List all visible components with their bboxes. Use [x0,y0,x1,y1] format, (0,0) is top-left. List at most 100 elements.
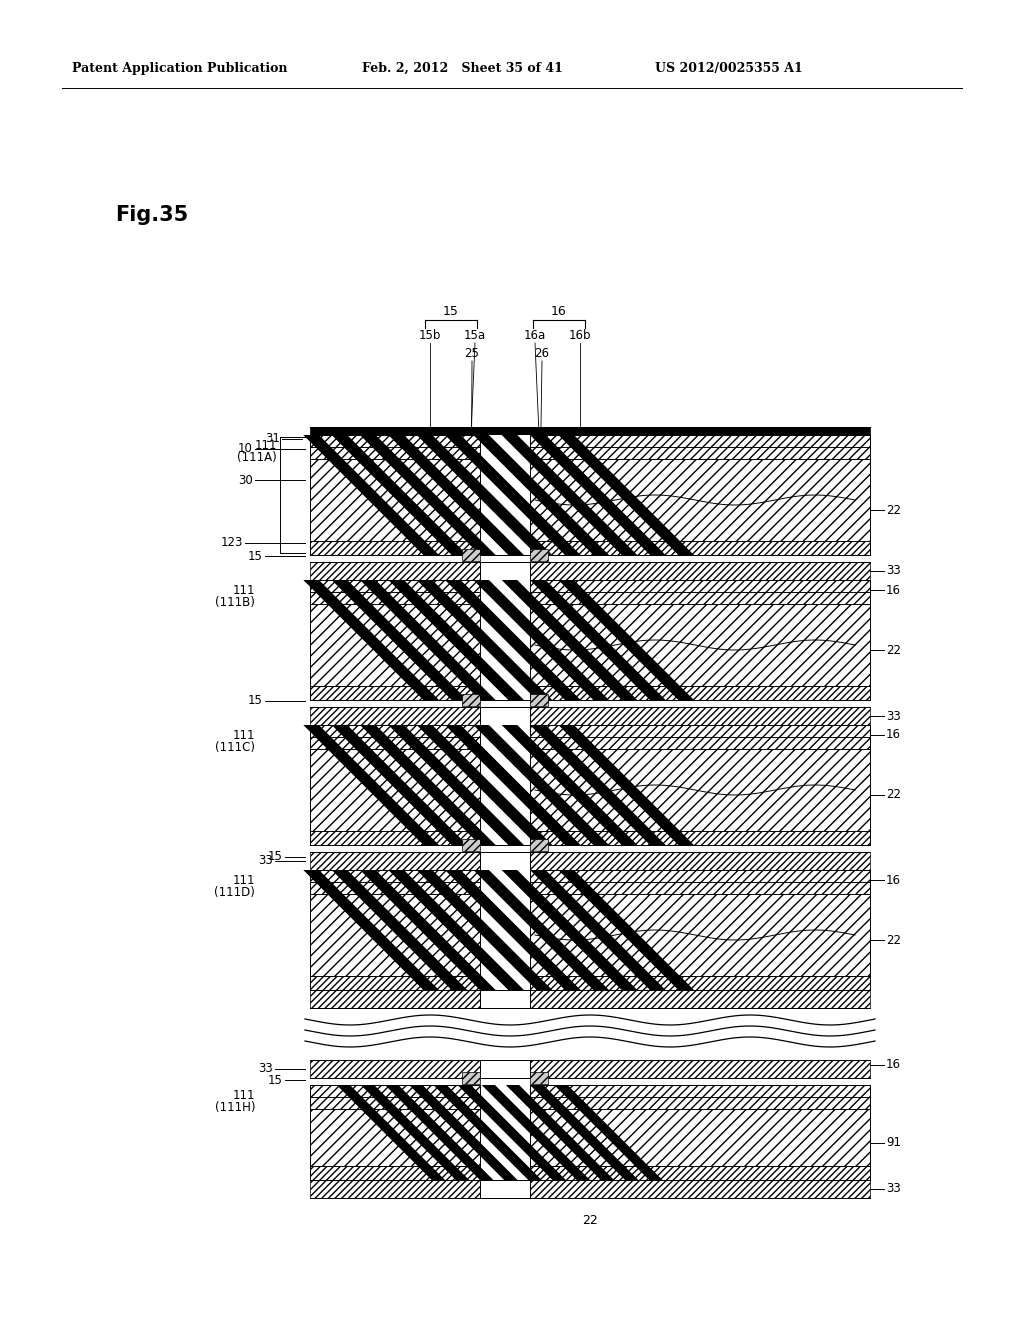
Bar [530,436,870,447]
Text: 16: 16 [886,1059,901,1072]
Bar [530,459,870,541]
Polygon shape [360,725,496,845]
Bar [310,1097,480,1109]
Text: 111: 111 [232,729,255,742]
Polygon shape [303,870,439,990]
Text: 15: 15 [443,305,459,318]
Text: 31: 31 [265,433,280,446]
Polygon shape [473,725,609,845]
Polygon shape [445,870,581,990]
Bar [310,447,480,459]
Polygon shape [445,436,581,554]
Bar [310,708,480,725]
Bar [530,1060,870,1078]
Polygon shape [558,870,694,990]
Bar [310,851,480,870]
Bar [310,832,480,845]
Bar [462,840,480,851]
Polygon shape [445,579,581,700]
Bar [310,725,480,737]
Bar [310,459,480,541]
Bar [530,748,870,832]
Polygon shape [530,725,666,845]
Text: 33: 33 [886,565,901,578]
Polygon shape [502,725,637,845]
Bar [480,725,530,845]
Text: 111: 111 [232,583,255,597]
Bar [530,694,548,706]
Text: 25: 25 [465,347,479,360]
Polygon shape [530,870,666,990]
Bar [530,1072,548,1084]
Polygon shape [481,1085,590,1180]
Polygon shape [385,1085,494,1180]
Bar [530,990,870,1008]
Bar [480,1085,530,1180]
Bar [530,894,870,975]
Text: 33: 33 [886,1183,901,1196]
Bar [310,1060,480,1078]
Bar [310,1085,480,1097]
Bar [310,579,480,591]
Polygon shape [530,1085,638,1180]
Polygon shape [502,579,637,700]
Polygon shape [417,436,552,554]
Polygon shape [337,1085,445,1180]
Polygon shape [417,725,552,845]
Bar [480,579,530,700]
Bar [530,591,870,605]
Text: 22: 22 [886,644,901,656]
Polygon shape [558,436,694,554]
Polygon shape [388,725,524,845]
Bar [310,894,480,975]
Text: 15b: 15b [419,329,441,342]
Text: 22: 22 [886,788,901,801]
Polygon shape [332,579,467,700]
Polygon shape [445,725,581,845]
Polygon shape [473,870,609,990]
Polygon shape [388,579,524,700]
Text: 33: 33 [258,1063,273,1076]
Polygon shape [554,1085,663,1180]
Text: (111A): (111A) [238,451,278,465]
Text: 16: 16 [551,305,567,318]
Text: 22: 22 [582,1214,598,1228]
Bar [310,748,480,832]
Bar [530,870,870,882]
Polygon shape [360,436,496,554]
Bar [310,1180,480,1199]
Text: 15: 15 [248,694,263,708]
Bar [310,990,480,1008]
Polygon shape [506,1085,614,1180]
Text: 33: 33 [886,710,901,722]
Bar [530,1166,870,1180]
Bar [310,426,870,436]
Bar [310,1109,480,1166]
Polygon shape [388,436,524,554]
Bar [310,436,480,447]
Polygon shape [558,725,694,845]
Polygon shape [303,725,439,845]
Bar [462,1072,480,1084]
Bar [310,882,480,894]
Bar [480,870,530,990]
Text: 15: 15 [268,850,283,863]
Bar [530,686,870,700]
Text: (111H): (111H) [214,1101,255,1114]
Text: Patent Application Publication: Patent Application Publication [72,62,288,75]
Text: 26: 26 [535,347,550,360]
Bar [530,851,870,870]
Text: 10: 10 [239,442,253,455]
Bar [530,708,870,725]
Polygon shape [303,579,439,700]
Text: Feb. 2, 2012   Sheet 35 of 41: Feb. 2, 2012 Sheet 35 of 41 [362,62,563,75]
Text: US 2012/0025355 A1: US 2012/0025355 A1 [655,62,803,75]
Text: Fig.35: Fig.35 [115,205,188,224]
Polygon shape [417,579,552,700]
Bar [310,591,480,605]
Bar [310,737,480,748]
Bar [530,1085,870,1097]
Text: 15a: 15a [464,329,486,342]
Bar [530,447,870,459]
Text: 16: 16 [886,874,901,887]
